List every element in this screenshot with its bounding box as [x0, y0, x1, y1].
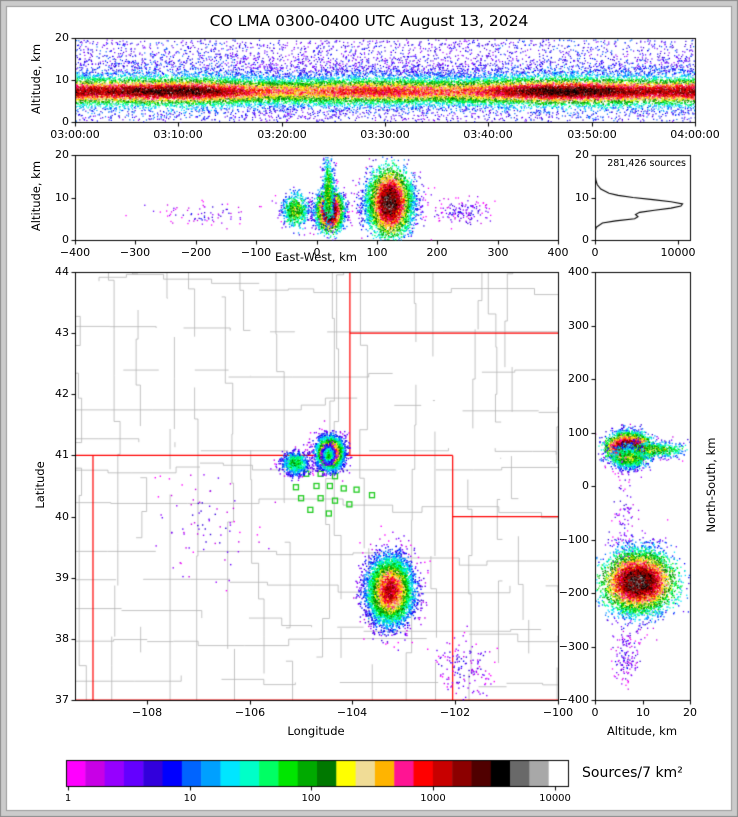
tick-label: 0: [582, 479, 589, 492]
tick-label: 0: [591, 246, 599, 259]
tick-label: 100: [301, 793, 321, 804]
map-xlabel: Longitude: [287, 724, 345, 738]
tick-label: 200: [568, 372, 589, 385]
tick-label: −106: [234, 706, 266, 719]
tick-label: 400: [547, 246, 569, 259]
tick-label: 44: [55, 265, 69, 278]
tick-label: 300: [568, 319, 589, 332]
tick-label: 37: [55, 693, 69, 706]
tick-label: 03:00:00: [50, 128, 100, 141]
tick-label: 10000: [539, 793, 571, 804]
tick-label: 39: [55, 571, 69, 584]
tick-label: −400: [59, 246, 91, 259]
tick-label: 20: [683, 706, 697, 719]
figure-title: CO LMA 0300-0400 UTC August 13, 2024: [209, 12, 529, 30]
tick-label: 400: [568, 265, 589, 278]
east-west-xlabel: East-West, km: [275, 250, 357, 264]
tick-label: 10: [55, 73, 69, 86]
tick-label: −200: [558, 586, 589, 599]
tick-label: 03:20:00: [257, 128, 307, 141]
map-ylabel: Latitude: [33, 461, 47, 509]
tick-label: 03:40:00: [463, 128, 513, 141]
tick-label: 20: [575, 148, 589, 161]
colorbar-label: Sources/7 km²: [582, 765, 683, 781]
tick-label: 10: [183, 793, 197, 804]
tick-label: −104: [336, 706, 368, 719]
tick-label: 38: [55, 632, 69, 645]
tick-label: 10000: [660, 246, 696, 259]
tick-label: 42: [55, 387, 69, 400]
tick-label: 0: [591, 706, 599, 719]
tick-label: −300: [558, 640, 589, 653]
north-south-xlabel: Altitude, km: [606, 724, 678, 738]
tick-label: 0: [582, 233, 589, 246]
tick-label: 03:10:00: [153, 128, 203, 141]
tick-label: 10: [636, 706, 650, 719]
tick-label: 40: [55, 510, 69, 523]
tick-label: 03:30:00: [360, 128, 410, 141]
tick-label: 1: [64, 793, 72, 804]
tick-label: −400: [558, 693, 589, 706]
tick-label: 20: [55, 31, 69, 44]
tick-label: 1000: [420, 793, 446, 804]
tick-label: 03:50:00: [567, 128, 617, 141]
north-south-ylabel: North-South, km: [704, 437, 718, 533]
tick-label: 10: [55, 191, 69, 204]
tick-label: 300: [487, 246, 509, 259]
tick-label: −100: [542, 706, 574, 719]
tick-label: 43: [55, 326, 69, 339]
tick-label: −300: [119, 246, 151, 259]
tick-label: −100: [558, 533, 589, 546]
tick-label: 04:00:00: [670, 128, 720, 141]
tick-label: 20: [55, 148, 69, 161]
tick-label: 10: [575, 191, 589, 204]
tick-label: 100: [568, 426, 589, 439]
source-count-annotation: 281,426 sources: [607, 158, 686, 169]
tick-label: 0: [62, 115, 69, 128]
tick-label: −100: [240, 246, 272, 259]
tick-label: −200: [180, 246, 212, 259]
tick-label: −108: [131, 706, 163, 719]
tick-label: 0: [62, 233, 69, 246]
tick-label: 200: [426, 246, 448, 259]
tick-label: −102: [439, 706, 471, 719]
tick-label: 41: [55, 448, 69, 461]
tick-label: 100: [366, 246, 388, 259]
tick-label: 0: [313, 246, 321, 259]
